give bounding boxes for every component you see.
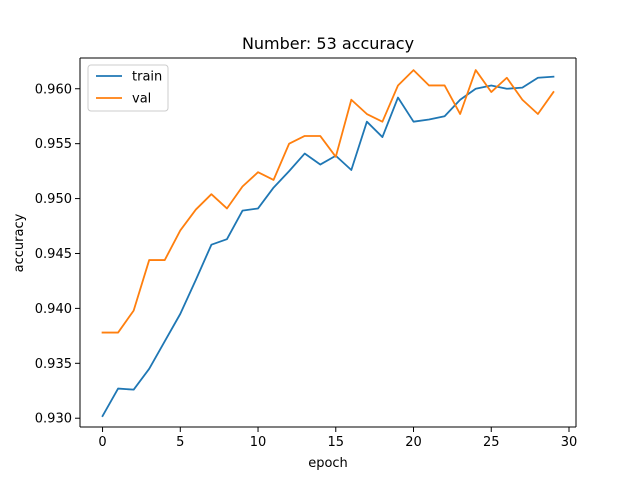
x-tick-label: 5 <box>176 435 184 450</box>
x-axis-label: epoch <box>308 456 348 471</box>
x-tick-label: 20 <box>405 435 422 450</box>
legend-label-train: train <box>132 70 162 85</box>
x-tick-label: 15 <box>328 435 345 450</box>
series-line-val <box>101 69 555 334</box>
y-tick-label: 0.950 <box>35 192 72 207</box>
y-tick-label: 0.935 <box>35 357 72 372</box>
y-tick-label: 0.930 <box>35 412 72 427</box>
y-tick-label: 0.945 <box>35 247 72 262</box>
y-axis-label: accuracy <box>12 213 27 272</box>
legend-label-val: val <box>132 92 151 107</box>
y-tick-label: 0.940 <box>35 302 72 317</box>
series-line-train <box>101 75 555 418</box>
chart-title: Number: 53 accuracy <box>242 34 414 53</box>
x-tick-label: 30 <box>561 435 578 450</box>
plot-area: 0 5 10 15 20 25 30 0.930 0.935 0.940 0.945 0.950 0.9… <box>35 57 578 450</box>
y-tick-label: 0.960 <box>35 82 72 97</box>
x-tick-label: 10 <box>250 435 267 450</box>
x-tick-label: 0 <box>98 435 106 450</box>
y-tick-label: 0.955 <box>35 137 72 152</box>
x-tick-label: 25 <box>483 435 500 450</box>
